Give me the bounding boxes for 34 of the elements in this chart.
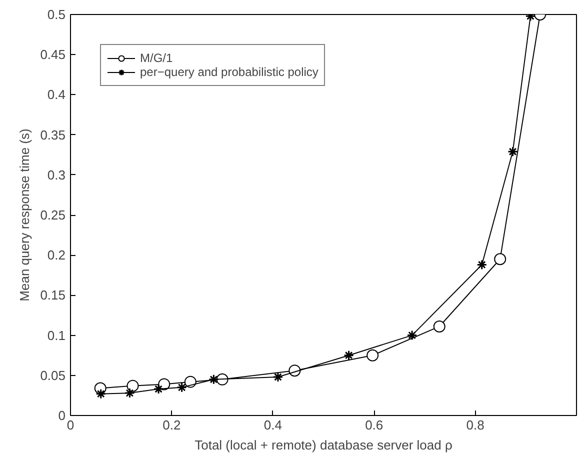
point <box>476 259 488 270</box>
x-tick-label: 0.4 <box>264 418 282 432</box>
y-tick-label: 0.3 <box>47 167 66 182</box>
point <box>153 384 164 394</box>
point <box>406 330 418 341</box>
y-tick-label: 0 <box>58 408 66 423</box>
point <box>344 350 354 361</box>
x-axis-title: Total (local + remote) database server load ρ <box>194 438 452 452</box>
point <box>124 388 135 398</box>
point <box>366 349 379 362</box>
y-tick-label: 0.05 <box>40 368 66 383</box>
y-tick-label: 0.1 <box>47 328 66 343</box>
point <box>272 372 284 382</box>
y-tick-label: 0.2 <box>47 248 66 263</box>
point <box>176 382 188 393</box>
point <box>433 320 446 332</box>
point <box>126 380 139 392</box>
point <box>507 146 518 157</box>
x-tick-label: 0.6 <box>365 418 384 432</box>
y-tick-label: 0.35 <box>40 127 66 142</box>
legend-label: M/G/1 <box>140 51 173 65</box>
point <box>494 253 506 266</box>
y-tick-label: 0.5 <box>47 7 66 22</box>
point <box>96 388 106 400</box>
y-tick-label: 0.25 <box>40 208 66 222</box>
y-tick-label: 0.4 <box>47 87 66 102</box>
y-tick-label: 0.45 <box>40 47 66 62</box>
point <box>184 376 196 388</box>
y-axis-title: Mean query response time (s) <box>17 128 32 302</box>
x-tick-label: 0.8 <box>466 418 484 432</box>
x-tick-label: 0.2 <box>162 418 181 432</box>
point <box>208 374 219 385</box>
y-tick-label: 0.15 <box>40 288 66 303</box>
legend-label: per−query and probabilistic policy <box>140 65 318 79</box>
